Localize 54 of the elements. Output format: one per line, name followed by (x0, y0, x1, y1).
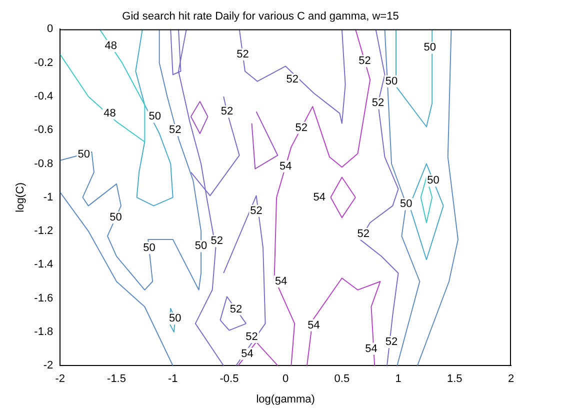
annotation: 50 (427, 174, 440, 187)
annotation: 54 (241, 348, 254, 360)
y-tick-label: -1.2 (34, 225, 54, 238)
annotation: 50 (424, 42, 436, 54)
y-tick-label: -0.6 (34, 124, 54, 136)
x-tick-label: -1.5 (107, 373, 126, 386)
annotation: 52 (168, 124, 182, 136)
y-tick-label: 0 (47, 23, 54, 36)
annotation: 54 (308, 319, 320, 332)
annotation: 52 (385, 336, 398, 348)
annotation: 52 (286, 74, 298, 86)
annotation: 50 (78, 148, 90, 161)
x-tick-label: 0.5 (334, 373, 350, 386)
y-axis-title: log(C) (14, 182, 27, 212)
annotation: 52 (236, 48, 249, 60)
annotation: 50 (400, 198, 412, 210)
annotation: 52 (220, 106, 234, 118)
y-tick-label: -0.2 (34, 56, 54, 69)
x-tick-label: 2 (508, 373, 514, 386)
x-tick-label: 1.5 (446, 373, 462, 386)
annotation: 52 (246, 331, 258, 344)
annotation: 54 (313, 191, 326, 204)
x-tick-label: 1 (395, 373, 402, 386)
y-tick-label: -1.8 (34, 326, 54, 338)
annotation: 50 (148, 110, 161, 123)
y-tick-label: -2 (43, 360, 54, 372)
y-tick-label: -0.8 (34, 158, 54, 170)
annotation: 50 (168, 312, 182, 325)
annotation: 50 (143, 242, 156, 254)
annotation: 52 (295, 122, 308, 134)
y-tick-label: -1.4 (34, 258, 54, 271)
x-tick-label: -1 (168, 373, 178, 386)
x-tick-label: -2 (55, 373, 66, 386)
annotation: 54 (365, 342, 378, 355)
annotation: 52 (372, 97, 384, 110)
x-tick-label: -0.5 (220, 373, 239, 386)
chart-title: Gid search hit rate Daily for various C and gamma, w=15 (122, 10, 399, 23)
annotation: 54 (274, 276, 288, 288)
x-axis-title: log(gamma) (256, 393, 315, 406)
annotation: 50 (110, 212, 122, 224)
y-tick-label: -0.4 (34, 90, 54, 103)
annotation: 54 (279, 160, 292, 172)
annotation: 52 (230, 303, 242, 316)
annotation: 52 (358, 55, 371, 68)
x-tick-label: 0 (282, 373, 289, 386)
annotation: 52 (250, 204, 262, 217)
annotation: 52 (210, 235, 223, 248)
annotation: 48 (104, 107, 116, 120)
y-tick-label: -1 (43, 191, 54, 204)
annotation: 52 (357, 228, 370, 240)
y-tick-label: -1.6 (34, 292, 54, 304)
annotation: 50 (385, 75, 398, 88)
annotation: 50 (194, 240, 208, 252)
annotation: 48 (104, 40, 117, 52)
